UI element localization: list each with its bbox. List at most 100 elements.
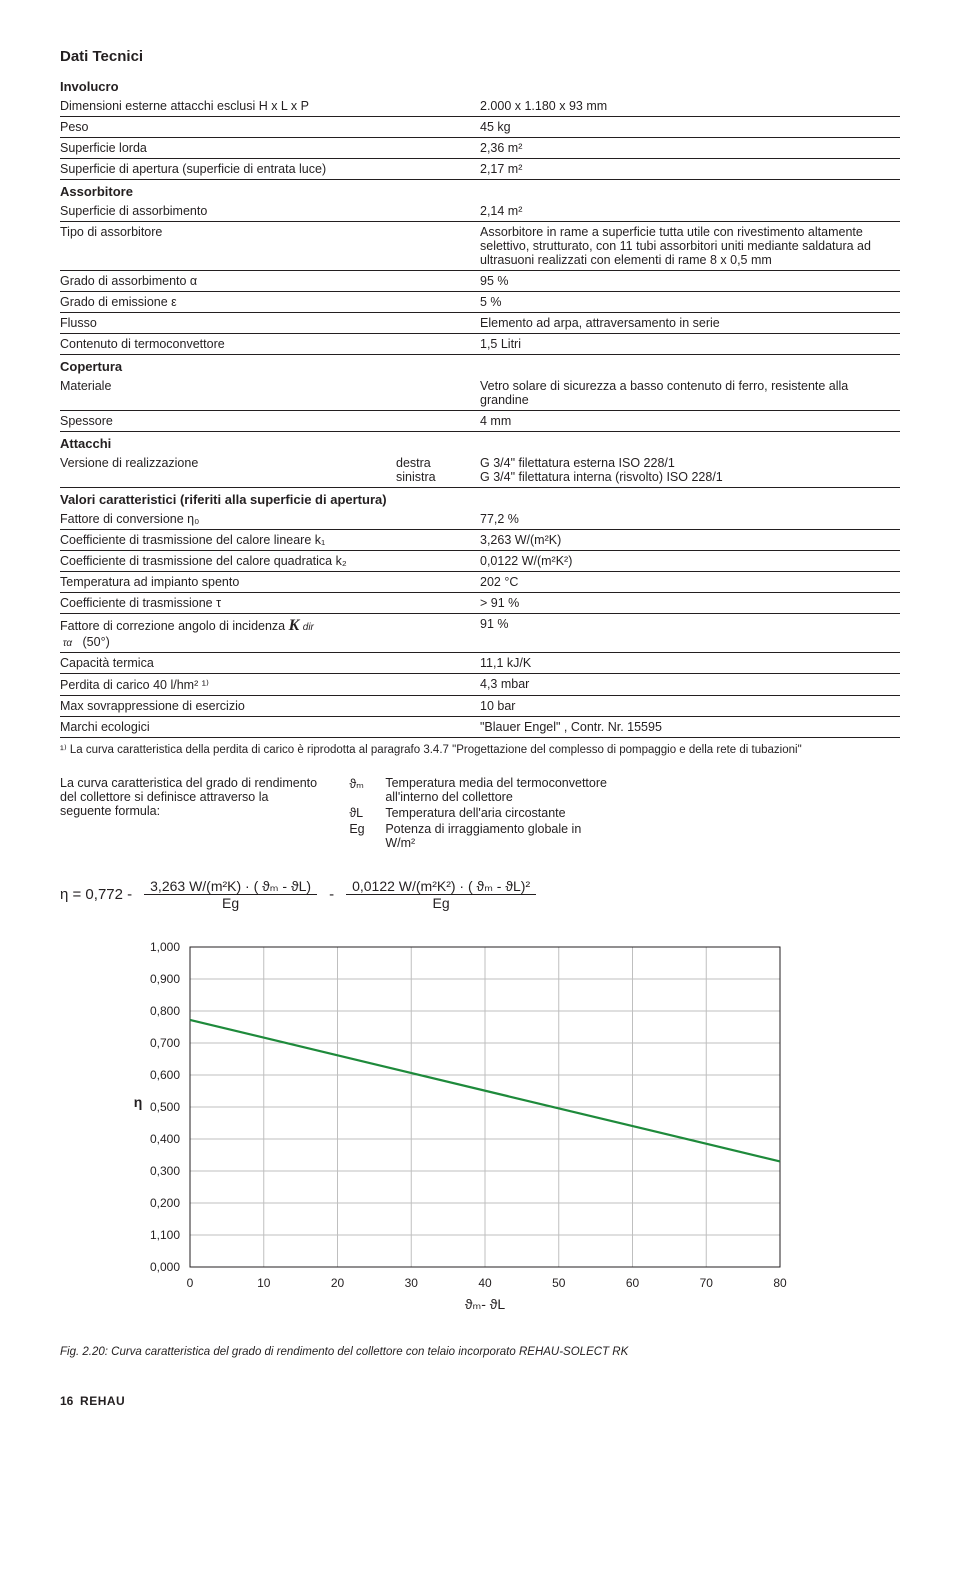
svg-text:70: 70	[700, 1276, 714, 1290]
table-row: Grado di emissione ε5 %	[60, 292, 900, 313]
spec-label: Peso	[60, 117, 480, 138]
spec-value: 77,2 %	[480, 509, 900, 530]
spec-value: 4,3 mbar	[480, 674, 900, 696]
spec-value: Assorbitore in rame a superficie tutta u…	[480, 222, 900, 271]
section-involucro-heading: Involucro	[60, 79, 900, 94]
table-row: Max sovrappressione di esercizio10 bar	[60, 696, 900, 717]
spec-value: 0,0122 W/(m²K²)	[480, 551, 900, 572]
spec-value: "Blauer Engel" , Contr. Nr. 15595	[480, 717, 900, 738]
section-copertura-heading: Copertura	[60, 359, 900, 374]
formula-frac1: 3,263 W/(m²K) · ( ϑₘ - ϑL) Eg	[144, 878, 317, 911]
spec-value: 10 bar	[480, 696, 900, 717]
spec-value: 2,14 m²	[480, 201, 900, 222]
table-row: Dimensioni esterne attacchi esclusi H x …	[60, 96, 900, 117]
spec-value: 2.000 x 1.180 x 93 mm	[480, 96, 900, 117]
spec-label: Dimensioni esterne attacchi esclusi H x …	[60, 96, 480, 117]
spec-label: Coefficiente di trasmissione τ	[60, 593, 480, 614]
spec-value: > 91 %	[480, 593, 900, 614]
table-row: Superficie di assorbimento2,14 m²	[60, 201, 900, 222]
table-row: Versione di realizzazionedestrasinistraG…	[60, 453, 900, 488]
spec-label: Flusso	[60, 313, 480, 334]
spec-label: Grado di emissione ε	[60, 292, 480, 313]
spec-label: Marchi ecologici	[60, 717, 480, 738]
svg-text:0,400: 0,400	[150, 1132, 180, 1146]
table-row: Perdita di carico 40 l/hm² ¹⁾4,3 mbar	[60, 674, 900, 696]
table-row: MaterialeVetro solare di sicurezza a bas…	[60, 376, 900, 411]
table-row: Grado di assorbimento α95 %	[60, 271, 900, 292]
spec-value: 45 kg	[480, 117, 900, 138]
table-row: Coefficiente di trasmissione τ> 91 %	[60, 593, 900, 614]
text-columns: La curva caratteristica del grado di ren…	[60, 776, 900, 852]
table-assorbitore: Superficie di assorbimento2,14 m²Tipo di…	[60, 201, 900, 355]
svg-text:0,000: 0,000	[150, 1260, 180, 1274]
spec-value: 95 %	[480, 271, 900, 292]
symbol-text: Temperatura media del termoconvettore al…	[385, 776, 610, 804]
svg-text:0,600: 0,600	[150, 1068, 180, 1082]
svg-text:10: 10	[257, 1276, 271, 1290]
table-valori: Fattore di conversione η₀77,2 %Coefficie…	[60, 509, 900, 738]
table-row: Marchi ecologici"Blauer Engel" , Contr. …	[60, 717, 900, 738]
spec-label: Temperatura ad impianto spento	[60, 572, 480, 593]
spec-label: Spessore	[60, 411, 480, 432]
svg-text:0,700: 0,700	[150, 1036, 180, 1050]
efficiency-chart: 0,0001,1000,2000,3000,4000,5000,6000,700…	[120, 937, 840, 1322]
spec-label: Superficie di apertura (superficie di en…	[60, 159, 480, 180]
frac2-num: 0,0122 W/(m²K²) · ( ϑₘ - ϑL)²	[346, 878, 536, 895]
spec-label: Perdita di carico 40 l/hm² ¹⁾	[60, 674, 480, 696]
svg-text:0,800: 0,800	[150, 1004, 180, 1018]
table-copertura: MaterialeVetro solare di sicurezza a bas…	[60, 376, 900, 432]
col-spacer	[639, 776, 900, 852]
svg-text:1,000: 1,000	[150, 940, 180, 954]
table-row: Temperatura ad impianto spento202 °C	[60, 572, 900, 593]
col-left: La curva caratteristica del grado di ren…	[60, 776, 321, 852]
spec-label: Superficie di assorbimento	[60, 201, 480, 222]
symbol-text: Potenza di irraggiamento globale in W/m²	[385, 822, 610, 850]
table-row: Spessore4 mm	[60, 411, 900, 432]
table-row: Tipo di assorbitoreAssorbitore in rame a…	[60, 222, 900, 271]
symbol-text: Temperatura dell'aria circostante	[385, 806, 565, 820]
spec-label: Superficie lorda	[60, 138, 480, 159]
svg-text:1,100: 1,100	[150, 1228, 180, 1242]
table-row: Contenuto di termoconvettore1,5 Litri	[60, 334, 900, 355]
spec-value: 91 %	[480, 614, 900, 653]
spec-value: 1,5 Litri	[480, 334, 900, 355]
svg-text:20: 20	[331, 1276, 345, 1290]
spec-label: Fattore di correzione angolo di incidenz…	[60, 614, 480, 653]
spec-label: Tipo di assorbitore	[60, 222, 480, 271]
efficiency-formula: η = 0,772 - 3,263 W/(m²K) · ( ϑₘ - ϑL) E…	[60, 878, 900, 911]
symbol-definition: ϑₘTemperatura media del termoconvettore …	[349, 776, 610, 804]
section-attacchi-heading: Attacchi	[60, 436, 900, 451]
svg-text:ϑₘ- ϑL: ϑₘ- ϑL	[465, 1296, 506, 1312]
spec-value: 5 %	[480, 292, 900, 313]
spec-value: 3,263 W/(m²K)	[480, 530, 900, 551]
spec-value: Vetro solare di sicurezza a basso conten…	[480, 376, 900, 411]
brand-logo-text: REHAU	[80, 1394, 125, 1408]
table-involucro: Dimensioni esterne attacchi esclusi H x …	[60, 96, 900, 180]
table-row: Superficie di apertura (superficie di en…	[60, 159, 900, 180]
page-title: Dati Tecnici	[60, 48, 900, 65]
figure-caption: Fig. 2.20: Curva caratteristica del grad…	[60, 1346, 900, 1358]
svg-text:0: 0	[187, 1276, 194, 1290]
spec-value: 11,1 kJ/K	[480, 653, 900, 674]
svg-text:60: 60	[626, 1276, 640, 1290]
svg-text:0,300: 0,300	[150, 1164, 180, 1178]
frac1-num: 3,263 W/(m²K) · ( ϑₘ - ϑL)	[144, 878, 317, 895]
formula-lhs: η = 0,772 -	[60, 886, 132, 903]
svg-text:η: η	[134, 1094, 143, 1110]
col-defs: ϑₘTemperatura media del termoconvettore …	[349, 776, 610, 852]
svg-text:30: 30	[405, 1276, 419, 1290]
frac2-den: Eg	[427, 895, 456, 911]
spec-label: Materiale	[60, 376, 480, 411]
table-row: Coefficiente di trasmissione del calore …	[60, 530, 900, 551]
table-row: Capacità termica11,1 kJ/K	[60, 653, 900, 674]
symbol-definition: EgPotenza di irraggiamento globale in W/…	[349, 822, 610, 850]
svg-text:50: 50	[552, 1276, 566, 1290]
svg-text:80: 80	[773, 1276, 787, 1290]
formula-minus: -	[329, 886, 334, 903]
spec-label: Coefficiente di trasmissione del calore …	[60, 551, 480, 572]
section-assorbitore-heading: Assorbitore	[60, 184, 900, 199]
table-row: Coefficiente di trasmissione del calore …	[60, 551, 900, 572]
spec-label: Capacità termica	[60, 653, 480, 674]
spec-value: G 3/4" filettatura esterna ISO 228/1 G 3…	[480, 453, 900, 488]
formula-frac2: 0,0122 W/(m²K²) · ( ϑₘ - ϑL)² Eg	[346, 878, 536, 911]
